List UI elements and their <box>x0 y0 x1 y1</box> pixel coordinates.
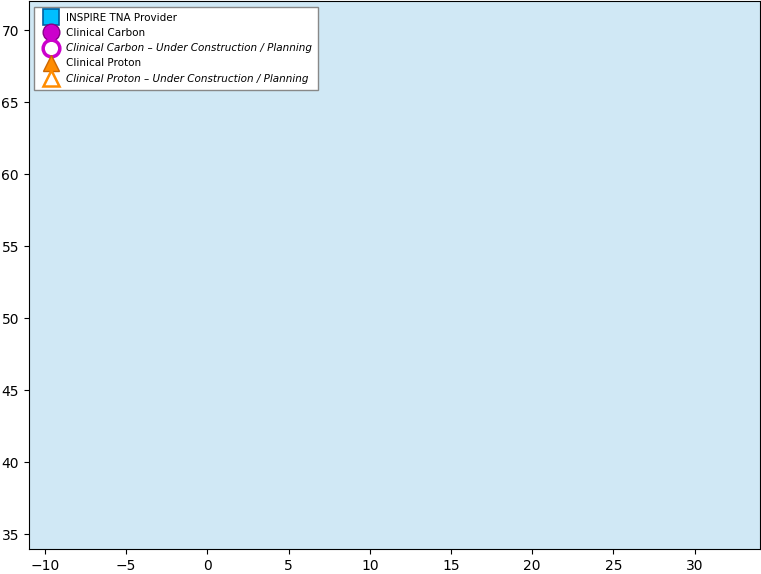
Legend: INSPIRE TNA Provider, Clinical Carbon, Clinical Carbon – Under Construction / Pl: INSPIRE TNA Provider, Clinical Carbon, C… <box>34 6 319 90</box>
